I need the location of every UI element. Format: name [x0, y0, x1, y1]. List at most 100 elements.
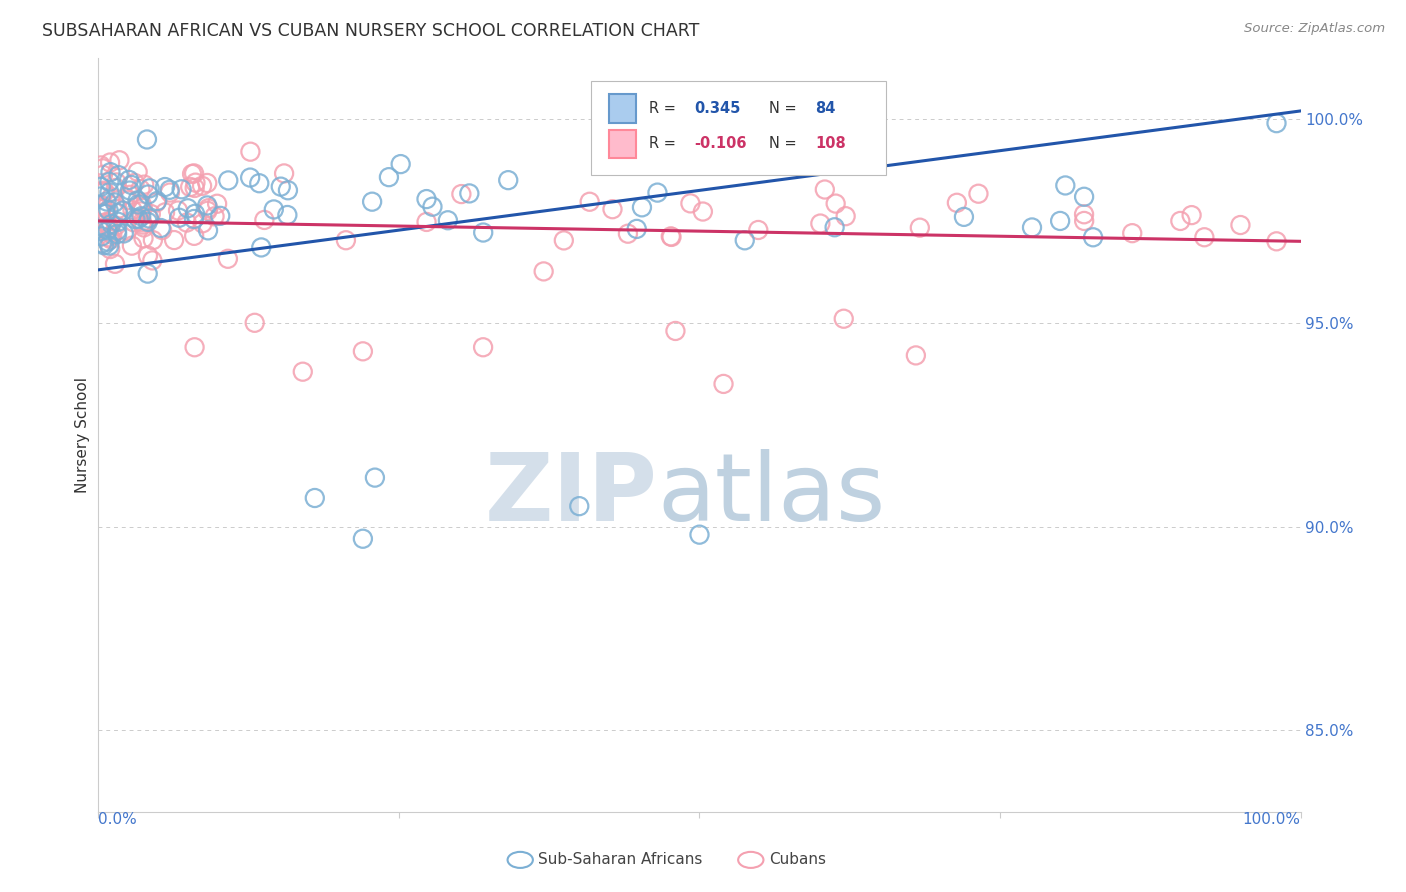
Point: [98, 242, 121, 256]
Point: [568, 499, 591, 513]
Point: [136, 215, 159, 229]
Point: [824, 196, 846, 211]
Point: [1181, 208, 1204, 222]
Point: [134, 178, 156, 192]
Point: [472, 226, 495, 240]
Point: [94, 201, 117, 215]
Point: [1081, 230, 1104, 244]
Point: [734, 233, 756, 247]
Point: [472, 340, 495, 354]
Text: Cubans: Cubans: [769, 853, 827, 867]
Point: [90, 158, 112, 172]
Text: 0.0%: 0.0%: [98, 812, 138, 827]
Point: [159, 186, 181, 200]
Point: [136, 132, 159, 146]
Point: [692, 204, 714, 219]
Point: [104, 257, 127, 271]
Point: [107, 168, 129, 182]
Point: [100, 165, 122, 179]
Point: [142, 233, 165, 247]
Point: [664, 324, 686, 338]
Point: [578, 194, 600, 209]
Point: [197, 201, 219, 215]
Point: [179, 180, 201, 194]
Point: [93, 238, 115, 252]
Point: [191, 216, 214, 230]
Point: [253, 213, 276, 227]
Point: [127, 165, 149, 179]
Point: [437, 213, 460, 227]
Bar: [609, 95, 636, 123]
Point: [263, 202, 285, 217]
Point: [1121, 226, 1143, 240]
Point: [132, 231, 155, 245]
Point: [378, 170, 401, 185]
Point: [832, 311, 855, 326]
Point: [90, 179, 112, 194]
Point: [276, 208, 298, 222]
Point: [104, 219, 127, 233]
Point: [197, 223, 219, 237]
Text: Sub-Saharan Africans: Sub-Saharan Africans: [538, 853, 703, 867]
Text: 84: 84: [815, 101, 835, 116]
Point: [98, 221, 121, 235]
Point: [98, 186, 121, 200]
Point: [689, 527, 711, 541]
Point: [335, 233, 357, 247]
Point: [107, 206, 129, 220]
FancyBboxPatch shape: [592, 80, 886, 175]
Point: [167, 211, 190, 225]
Point: [1073, 190, 1095, 204]
Text: 0.345: 0.345: [695, 101, 741, 116]
Point: [1265, 235, 1288, 249]
Point: [93, 184, 115, 198]
Point: [136, 249, 159, 263]
Point: [129, 204, 152, 219]
Point: [91, 168, 114, 182]
Point: [138, 181, 160, 195]
Point: [747, 223, 769, 237]
Point: [98, 155, 121, 169]
Point: [183, 228, 205, 243]
Point: [679, 196, 702, 211]
Point: [131, 215, 153, 229]
Point: [239, 170, 262, 185]
Point: [183, 211, 205, 226]
Point: [304, 491, 326, 505]
Point: [105, 224, 128, 238]
Point: [141, 253, 163, 268]
Point: [1021, 220, 1043, 235]
Point: [129, 182, 152, 196]
Point: [127, 194, 149, 208]
Text: 100.0%: 100.0%: [1243, 812, 1301, 827]
Point: [1049, 214, 1071, 228]
Point: [127, 197, 149, 211]
Point: [97, 203, 120, 218]
Point: [132, 220, 155, 235]
Text: R =: R =: [650, 136, 685, 152]
Point: [205, 196, 228, 211]
Point: [112, 203, 135, 218]
Point: [204, 210, 226, 224]
Point: [1073, 207, 1095, 221]
Point: [129, 209, 152, 223]
Point: [100, 190, 122, 204]
Point: [181, 167, 204, 181]
Y-axis label: Nursery School: Nursery School: [75, 376, 90, 493]
Point: [153, 205, 176, 219]
Point: [247, 176, 270, 190]
Point: [91, 199, 114, 213]
Point: [112, 227, 135, 241]
Point: [124, 212, 146, 227]
Point: [450, 187, 472, 202]
Text: ZIP: ZIP: [485, 450, 658, 541]
Point: [389, 157, 412, 171]
Point: [108, 153, 131, 168]
Point: [97, 223, 120, 237]
Text: SUBSAHARAN AFRICAN VS CUBAN NURSERY SCHOOL CORRELATION CHART: SUBSAHARAN AFRICAN VS CUBAN NURSERY SCHO…: [42, 22, 700, 40]
Point: [107, 215, 129, 229]
Point: [118, 173, 141, 187]
Point: [415, 215, 437, 229]
Bar: [609, 129, 636, 158]
Point: [1194, 230, 1216, 244]
